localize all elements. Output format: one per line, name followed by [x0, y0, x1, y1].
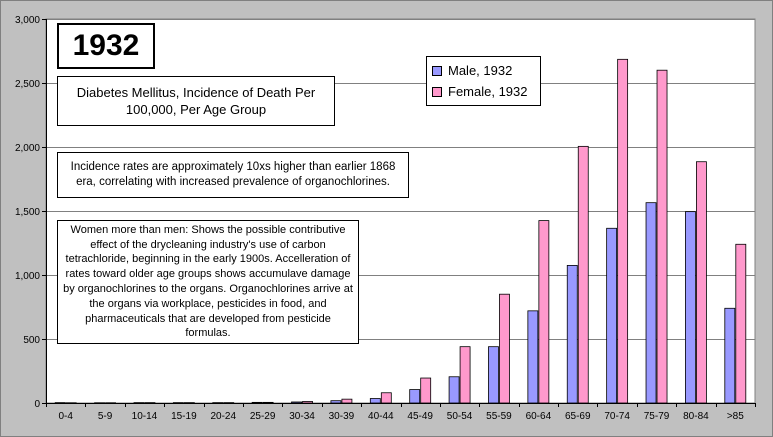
- bar-female: [735, 243, 747, 404]
- bar-female: [302, 401, 313, 404]
- bar-female: [380, 392, 392, 404]
- bar-male: [369, 398, 381, 404]
- x-tick-label: 70-74: [604, 411, 630, 422]
- chart-title: Diabetes Mellitus, Incidence of Death Pe…: [57, 76, 335, 126]
- x-tick-label: >85: [727, 411, 744, 422]
- legend-label-male: Male, 1932: [448, 63, 513, 78]
- bar-male: [645, 202, 657, 404]
- y-tick-label: 2,500: [15, 79, 40, 90]
- bar-male: [251, 401, 263, 404]
- legend-label-female: Female, 1932: [448, 84, 528, 99]
- x-tick-label: 60-64: [526, 411, 552, 422]
- y-tick-label: 0: [34, 399, 40, 410]
- x-tick-label: 10-14: [132, 411, 158, 422]
- legend: Male, 1932 Female, 1932: [426, 56, 541, 106]
- bar-female: [341, 398, 353, 404]
- bar-male: [724, 307, 736, 404]
- bar-male: [330, 400, 342, 404]
- legend-swatch-male: [432, 65, 442, 76]
- bar-female: [696, 161, 707, 404]
- x-tick-label: 40-44: [368, 411, 394, 422]
- bar-female: [262, 401, 274, 404]
- x-tick-label: 45-49: [407, 411, 433, 422]
- bar-female: [656, 69, 668, 404]
- bar-male: [566, 264, 578, 404]
- bar-male: [448, 376, 460, 404]
- x-tick-label: 20-24: [210, 411, 236, 422]
- x-tick-label: 80-84: [683, 411, 709, 422]
- bar-male: [488, 346, 499, 404]
- bar-male: [291, 401, 302, 404]
- y-tick-label: 1,500: [15, 207, 40, 218]
- y-tick-label: 3,000: [15, 15, 40, 26]
- x-tick-label: 30-39: [329, 411, 355, 422]
- y-tick-label: 1,000: [15, 271, 40, 282]
- legend-item-male: Male, 1932: [432, 60, 535, 81]
- x-tick-label: 75-79: [644, 411, 670, 422]
- x-tick-label: 25-29: [250, 411, 276, 422]
- bar-female: [420, 377, 432, 404]
- y-tick-label: 2,000: [15, 143, 40, 154]
- bar-male: [606, 227, 618, 404]
- year-label: 1932: [57, 23, 155, 69]
- x-tick-label: 5-9: [98, 411, 113, 422]
- legend-swatch-female: [432, 86, 442, 97]
- x-tick-label: 15-19: [171, 411, 197, 422]
- y-tick-label: 500: [23, 335, 40, 346]
- bar-female: [538, 220, 550, 404]
- bar-female: [459, 346, 471, 404]
- bar-female: [577, 145, 589, 404]
- bar-male: [409, 389, 421, 404]
- x-tick-label: 65-69: [565, 411, 591, 422]
- x-tick-label: 50-54: [447, 411, 473, 422]
- x-tick-label: 0-4: [58, 411, 73, 422]
- bar-female: [617, 58, 629, 404]
- bar-male: [685, 211, 696, 404]
- x-tick-label: 55-59: [486, 411, 512, 422]
- legend-item-female: Female, 1932: [432, 81, 535, 102]
- bar-male: [527, 310, 539, 404]
- annotation-women-vs-men: Women more than men: Shows the possible …: [57, 220, 359, 344]
- bar-female: [499, 293, 510, 404]
- x-tick-label: 30-34: [289, 411, 315, 422]
- annotation-incidence-rates: Incidence rates are approximately 10xs h…: [57, 152, 409, 198]
